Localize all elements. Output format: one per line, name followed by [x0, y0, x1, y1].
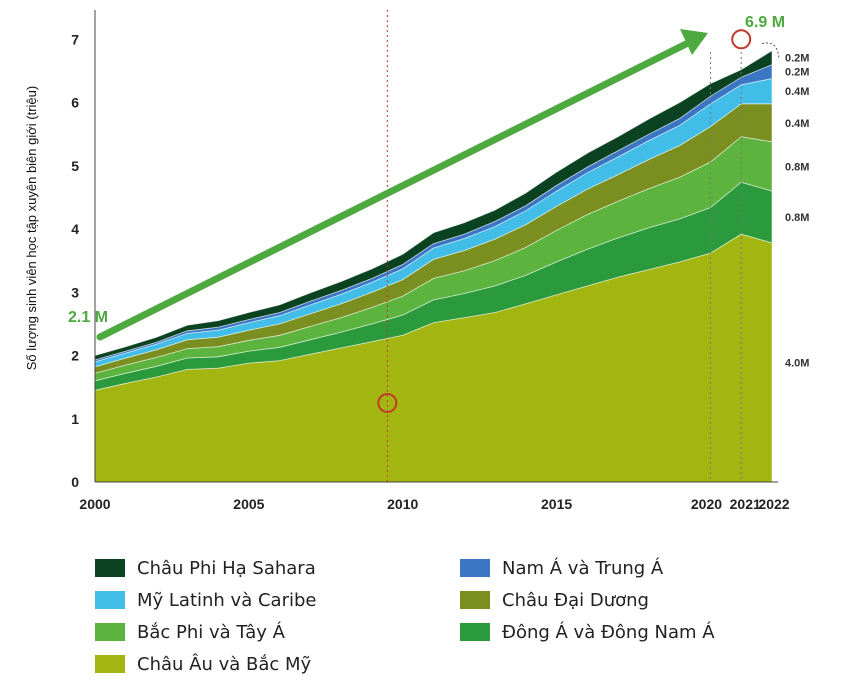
segment-labels: 4.0M 0.8M 0.8M 0.4M 0.4M 0.2M 0.2M [761, 42, 809, 369]
legend-swatch [95, 623, 125, 641]
area-layers [94, 49, 773, 483]
segment-label: 4.0M [785, 357, 809, 369]
legend-label: Bắc Phi và Tây Á [137, 621, 285, 643]
segment-label: 0.4M [785, 86, 809, 98]
axes [94, 10, 778, 483]
marker-circle [377, 392, 398, 413]
marker-circle [731, 29, 752, 50]
y-tick-label: 1 [71, 411, 79, 427]
legend-swatch [460, 623, 490, 641]
y-tick-label: 4 [71, 221, 79, 237]
annotations: 2.1 M 6.9 M [68, 14, 785, 413]
y-tick-labels: 0 1 2 3 4 5 6 7 [71, 31, 79, 490]
y-tick-label: 3 [71, 284, 79, 300]
segment-label: 0.8M [785, 212, 809, 224]
legend-swatch [95, 655, 125, 673]
legend-label: Châu Phi Hạ Sahara [137, 557, 316, 579]
reference-lines [386, 10, 742, 482]
y-tick-label: 2 [71, 348, 79, 364]
trend-arrow-head [680, 29, 708, 55]
segment-label: 0.4M [785, 118, 809, 130]
trend-arrow-shaft [96, 40, 690, 341]
x-tick-label: 2015 [541, 496, 572, 512]
segment-label: 0.2M [785, 67, 809, 79]
legend-item: Châu Phi Hạ Sahara [95, 555, 460, 581]
x-tick-label: 2010 [387, 496, 418, 512]
legend-item: Bắc Phi và Tây Á [95, 619, 460, 645]
x-tick-label: 2021 [730, 496, 761, 512]
legend-item: Mỹ Latinh và Caribe [95, 587, 460, 613]
x-tick-label: 2000 [79, 496, 110, 512]
legend-item: Nam Á và Trung Á [460, 555, 795, 581]
legend-swatch [460, 559, 490, 577]
area-series-6 [94, 49, 773, 361]
legend-swatch [460, 591, 490, 609]
y-axis-label: Số lượng sinh viên học tập xuyên biên gi… [24, 86, 39, 370]
legend-swatch [95, 559, 125, 577]
legend-label: Châu Đại Dương [502, 589, 649, 611]
segment-label: 0.8M [785, 161, 809, 173]
segment-label: 0.2M [785, 53, 809, 65]
x-tick-label: 2005 [233, 496, 264, 512]
legend-label: Mỹ Latinh và Caribe [137, 589, 317, 611]
legend-label: Đông Á và Đông Nam Á [502, 621, 715, 643]
legend-swatch [95, 591, 125, 609]
legend-item: Châu Đại Dương [460, 587, 795, 613]
y-tick-label: 0 [71, 474, 79, 490]
legend-label: Nam Á và Trung Á [502, 557, 664, 579]
x-tick-label: 2020 [691, 496, 722, 512]
segment-bracket [761, 42, 780, 60]
y-tick-label: 6 [71, 95, 79, 111]
legend-item: Châu Âu và Bắc Mỹ [95, 651, 460, 677]
legend-label: Châu Âu và Bắc Mỹ [137, 653, 312, 675]
y-tick-label: 7 [71, 31, 79, 47]
legend-item: Đông Á và Đông Nam Á [460, 619, 795, 645]
y-tick-label: 5 [71, 158, 79, 174]
legend: Châu Phi Hạ Sahara Nam Á và Trung Á Mỹ L… [95, 555, 795, 677]
callout-label: 2.1 M [68, 309, 108, 326]
callout-label: 6.9 M [745, 14, 785, 31]
x-tick-label: 2022 [758, 496, 789, 512]
